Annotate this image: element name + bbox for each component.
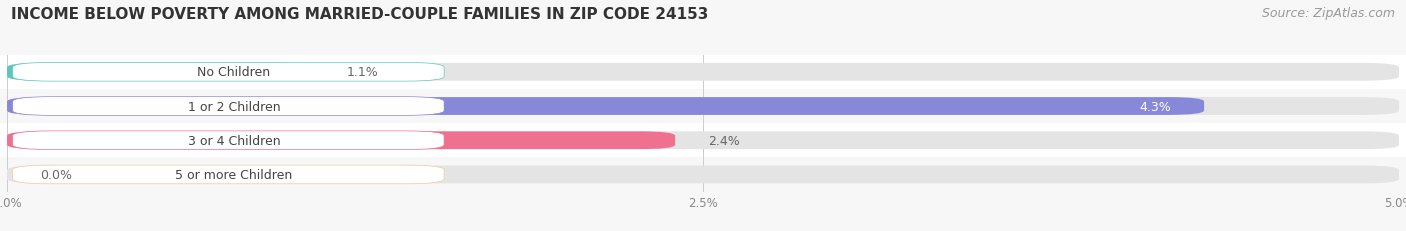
FancyBboxPatch shape [13, 131, 444, 150]
Text: 2.4%: 2.4% [709, 134, 741, 147]
Bar [0, 89, 1406, 124]
Text: 5 or more Children: 5 or more Children [176, 168, 292, 181]
Text: 4.3%: 4.3% [1139, 100, 1171, 113]
Text: 3 or 4 Children: 3 or 4 Children [187, 134, 280, 147]
Text: 1 or 2 Children: 1 or 2 Children [187, 100, 280, 113]
FancyBboxPatch shape [7, 132, 1399, 149]
Text: INCOME BELOW POVERTY AMONG MARRIED-COUPLE FAMILIES IN ZIP CODE 24153: INCOME BELOW POVERTY AMONG MARRIED-COUPL… [11, 7, 709, 22]
Bar [0, 55, 1406, 89]
Bar [0, 158, 1406, 192]
FancyBboxPatch shape [13, 165, 444, 184]
FancyBboxPatch shape [7, 98, 1204, 116]
Text: No Children: No Children [197, 66, 270, 79]
FancyBboxPatch shape [7, 98, 1399, 116]
FancyBboxPatch shape [7, 64, 1399, 81]
FancyBboxPatch shape [7, 132, 675, 149]
Text: 1.1%: 1.1% [347, 66, 378, 79]
Text: Source: ZipAtlas.com: Source: ZipAtlas.com [1261, 7, 1395, 20]
Bar [0, 124, 1406, 158]
FancyBboxPatch shape [13, 63, 444, 82]
FancyBboxPatch shape [7, 64, 314, 81]
Text: 0.0%: 0.0% [41, 168, 73, 181]
FancyBboxPatch shape [7, 166, 1399, 184]
FancyBboxPatch shape [13, 97, 444, 116]
